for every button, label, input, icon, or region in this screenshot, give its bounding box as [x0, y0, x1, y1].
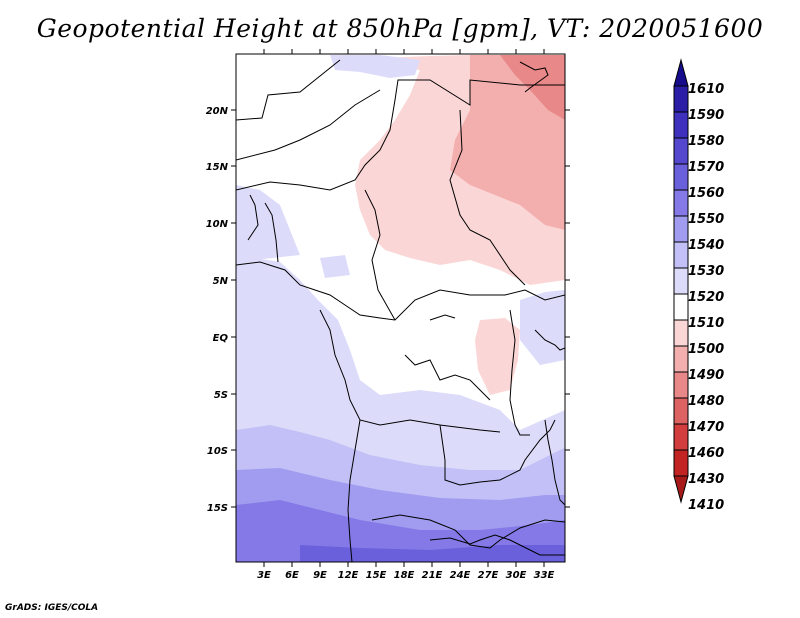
colorbar-segment: [673, 111, 689, 139]
colorbar-segment: [673, 371, 689, 399]
colorbar-label: 1590: [688, 108, 724, 123]
lon-label: 9E: [313, 570, 327, 581]
colorbar-segment: [673, 449, 689, 477]
colorbar-label: 1470: [688, 420, 724, 435]
colorbar-label: 1510: [688, 316, 724, 331]
colorbar-label: 1580: [688, 134, 724, 149]
lon-label: 21E: [422, 570, 443, 581]
colorbar-labels: 1610 1590 1580 1570 1560 1550 1540 1530 …: [688, 82, 724, 513]
lat-label: 15S: [207, 503, 228, 514]
colorbar: 1610 1590 1580 1570 1560 1550 1540 1530 …: [673, 58, 724, 513]
colorbar-label: 1610: [688, 82, 724, 97]
colorbar-label: 1560: [688, 186, 724, 201]
latitude-ticks: [231, 109, 570, 508]
lat-label: 10S: [207, 446, 228, 457]
height-field: [236, 54, 565, 562]
lat-label: 20N: [206, 106, 229, 117]
colorbar-label: 1520: [688, 290, 724, 305]
grads-credit: GrADS: IGES/COLA: [5, 603, 99, 613]
colorbar-label: 1480: [688, 394, 724, 409]
lon-label: 27E: [478, 570, 499, 581]
colorbar-segment: [673, 241, 689, 269]
lon-label: 3E: [257, 570, 271, 581]
colorbar-segment: [673, 319, 689, 347]
country-borders: [236, 59, 565, 562]
lat-label: EQ: [213, 333, 229, 344]
map-title: Geopotential Height at 850hPa [gpm], VT:…: [36, 14, 764, 43]
colorbar-segment: [673, 423, 689, 451]
map-border: [235, 53, 566, 563]
colorbar-segment: [673, 85, 689, 113]
lon-label: 18E: [394, 570, 415, 581]
colorbar-segment: [673, 163, 689, 191]
colorbar-label: 1410: [688, 498, 724, 513]
lat-label: 15N: [206, 162, 229, 173]
lon-label: 12E: [338, 570, 359, 581]
lon-label: 6E: [285, 570, 299, 581]
longitude-ticks: [263, 49, 545, 567]
colorbar-boxes: [673, 58, 689, 504]
colorbar-segment: [673, 345, 689, 373]
colorbar-label: 1500: [688, 342, 724, 357]
colorbar-bottom-arrow: [673, 475, 689, 504]
lon-label: 15E: [366, 570, 387, 581]
colorbar-label: 1530: [688, 264, 724, 279]
colorbar-segment: [673, 293, 689, 321]
latitude-labels: 20N 15N 10N 5N EQ 5S 10S 15S: [206, 106, 229, 514]
colorbar-label: 1550: [688, 212, 724, 227]
lon-label: 33E: [534, 570, 555, 581]
lon-label: 30E: [506, 570, 527, 581]
colorbar-segment: [673, 189, 689, 217]
lat-label: 10N: [206, 219, 229, 230]
colorbar-segment: [673, 137, 689, 165]
colorbar-segment: [673, 397, 689, 425]
colorbar-top-arrow: [673, 58, 689, 87]
lat-label: 5S: [214, 390, 228, 401]
colorbar-segment: [673, 215, 689, 243]
colorbar-label: 1540: [688, 238, 724, 253]
colorbar-label: 1430: [688, 472, 724, 487]
longitude-labels: 3E 6E 9E 12E 15E 18E 21E 24E 27E 30E 33E: [257, 570, 554, 581]
colorbar-label: 1570: [688, 160, 724, 175]
colorbar-label: 1460: [688, 446, 724, 461]
lon-label: 24E: [450, 570, 471, 581]
colorbar-segment: [673, 267, 689, 295]
colorbar-label: 1490: [688, 368, 724, 383]
lat-label: 5N: [213, 276, 229, 287]
